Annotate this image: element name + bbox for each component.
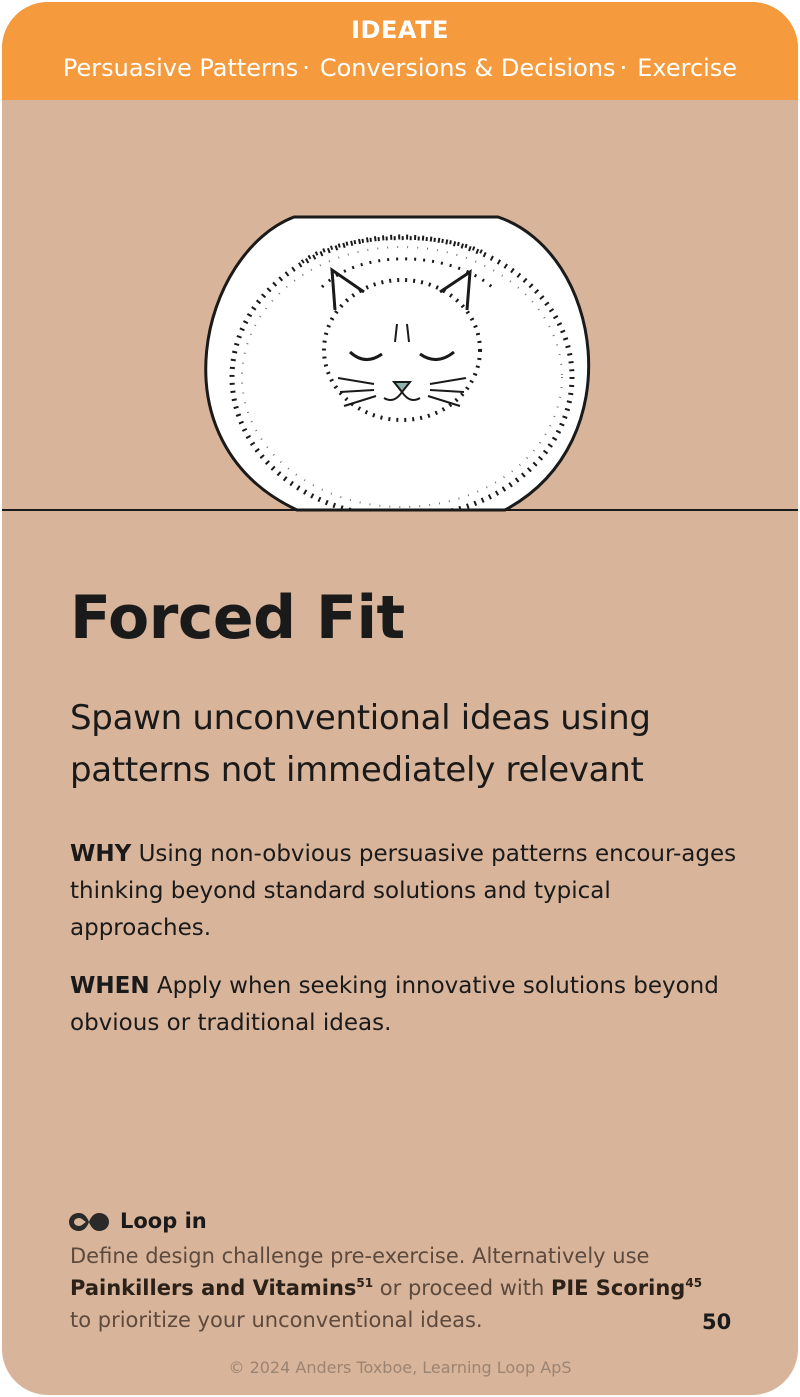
loop-in-text-middle: or proceed with xyxy=(379,1276,545,1300)
why-text: Using non-obvious persuasive patterns en… xyxy=(70,841,737,941)
why-section: WHY Using non-obvious persuasive pattern… xyxy=(70,836,750,947)
loop-in-text: Define design challenge pre-exercise. Al… xyxy=(70,1240,710,1336)
jar-outline xyxy=(204,215,591,512)
breadcrumb: Persuasive Patterns · Conversions & Decisi… xyxy=(2,52,798,84)
loop-icon xyxy=(69,1213,109,1231)
card-header: IDEATE Persuasive Patterns · Conversions &… xyxy=(2,2,798,100)
loop-in-text-outro: to prioritize your unconventional ideas. xyxy=(70,1308,483,1332)
when-text: Apply when seeking innovative solutions … xyxy=(70,973,719,1036)
category-label: IDEATE xyxy=(351,16,449,44)
cat-face xyxy=(322,266,482,422)
breadcrumb-item-conversions-decisions: Conversions & Decisions xyxy=(319,54,616,82)
when-label: WHEN xyxy=(70,973,150,999)
breadcrumb-item-persuasive-patterns: Persuasive Patterns xyxy=(62,54,299,82)
card-subtitle: Spawn unconventional ideas using pattern… xyxy=(70,698,651,790)
copyright-notice: © 2024 Anders Toxboe, Learning Loop ApS xyxy=(228,1358,572,1377)
when-section: WHEN Apply when seeking innovative solut… xyxy=(70,968,750,1042)
loop-in-text-intro: Define design challenge pre-exercise. Al… xyxy=(70,1244,650,1268)
breadcrumb-separator: · xyxy=(302,54,310,82)
ref-name: Painkillers and Vitamins xyxy=(70,1276,357,1300)
cat-in-jar-icon xyxy=(2,215,798,512)
ref-number: 45 xyxy=(685,1276,703,1290)
page-number: 50 xyxy=(702,1310,732,1334)
loop-in-heading: Loop in xyxy=(68,1206,207,1236)
why-label: WHY xyxy=(70,841,132,867)
breadcrumb-item-exercise: Exercise xyxy=(637,54,738,82)
ref-name: PIE Scoring xyxy=(550,1276,686,1300)
breadcrumb-separator: · xyxy=(619,54,628,82)
link-pie-scoring[interactable]: PIE Scoring45 xyxy=(551,1276,702,1300)
ref-number: 51 xyxy=(356,1276,374,1290)
card-title: Forced Fit xyxy=(70,583,405,653)
loop-in-title: Loop in xyxy=(120,1209,207,1233)
link-painkillers-and-vitamins[interactable]: Painkillers and Vitamins51 xyxy=(70,1276,373,1300)
cat-body-fur xyxy=(229,234,575,510)
